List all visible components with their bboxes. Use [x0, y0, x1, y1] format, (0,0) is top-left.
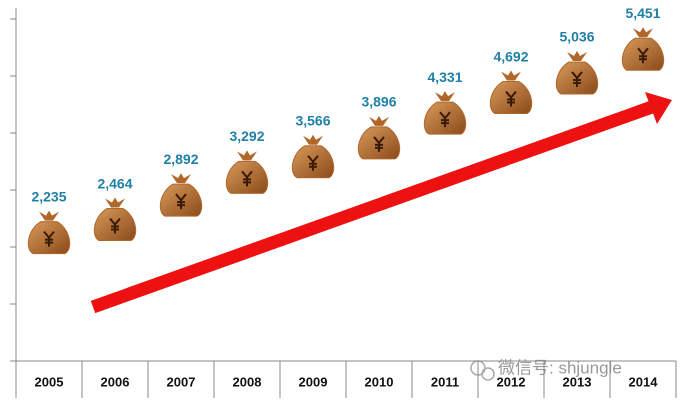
x-tick-label: 2005: [35, 374, 64, 389]
money-bag: [489, 70, 533, 115]
bag-top: [435, 91, 455, 102]
x-tick-label: 2009: [299, 374, 328, 389]
bag-top: [567, 50, 587, 61]
x-tick-label: 2012: [497, 374, 526, 389]
money-bag: [291, 134, 335, 179]
bag-top: [39, 210, 59, 221]
money-bag: [225, 150, 269, 194]
value-label: 4,692: [493, 48, 528, 64]
money-bag: [159, 173, 203, 217]
value-label: 5,036: [559, 29, 594, 45]
trend-arrow: [90, 92, 672, 314]
bag-sign: [571, 71, 583, 87]
value-label: 2,235: [31, 188, 66, 204]
x-tick-label: 2008: [233, 374, 262, 389]
money-bag: [621, 27, 665, 71]
bag-top: [633, 27, 653, 38]
bag-top: [171, 173, 191, 184]
bag-sign: [373, 136, 385, 152]
bag-sign: [307, 155, 319, 171]
bag-sign: [439, 111, 451, 128]
money-bag: [357, 115, 401, 160]
watermark: 微信号: shjungle: [470, 358, 622, 381]
money-bag: [27, 210, 71, 255]
value-label: 3,896: [361, 94, 396, 110]
watermark-text: 微信号: shjungle: [498, 358, 622, 377]
money-bag: [93, 197, 137, 242]
x-tick-label: 2010: [365, 374, 394, 389]
bag-sign: [241, 170, 253, 187]
bag-sign: [109, 217, 121, 234]
bag-sign: [505, 90, 517, 107]
bag-sign: [637, 47, 649, 64]
value-label: 3,566: [295, 112, 330, 128]
bag-top: [501, 70, 521, 81]
bag-top: [237, 150, 257, 161]
x-tick-label: 2013: [563, 374, 592, 389]
x-tick-label: 2014: [629, 374, 659, 389]
bag-top: [369, 115, 389, 126]
bag-top: [105, 197, 125, 208]
money-bag: [555, 50, 599, 95]
x-tick-label: 2006: [101, 374, 130, 389]
bag-top: [303, 134, 323, 145]
x-tick-label: 2011: [431, 374, 459, 389]
value-label: 2,464: [97, 175, 132, 191]
bag-sign: [43, 230, 55, 247]
x-tick-label: 2007: [167, 374, 196, 389]
value-label: 3,292: [229, 128, 264, 144]
value-label: 5,451: [625, 5, 660, 21]
bag-sign: [175, 193, 187, 210]
value-label: 2,892: [163, 151, 198, 167]
money-bag: [423, 91, 467, 135]
value-label: 4,331: [427, 69, 462, 85]
